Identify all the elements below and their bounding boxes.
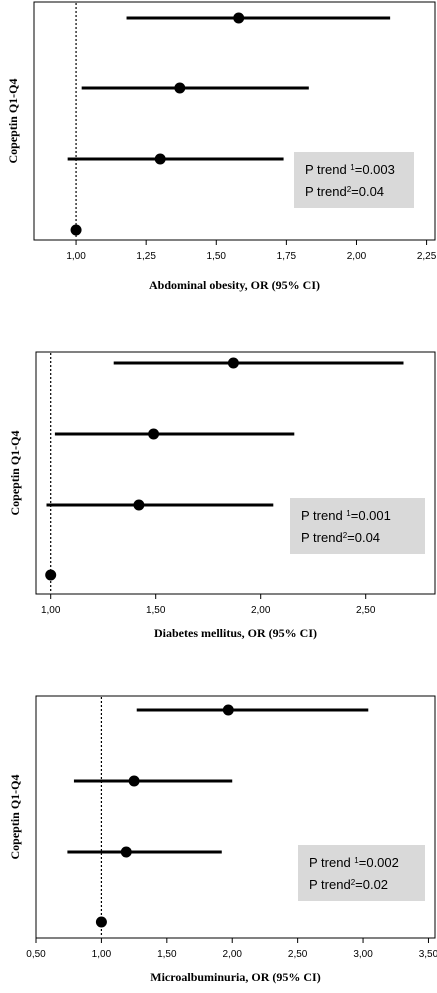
x-tick-label: 1,50 <box>207 251 227 262</box>
p-trend-2-value: =0.04 <box>347 530 380 545</box>
panel-diabetes-mellitus: 1,00 1,50 2,00 2,50 P trend 1=0.001 P trend… <box>8 352 435 640</box>
p-trend-2-prefix: P trend <box>305 184 347 199</box>
x-tick-label: 2,00 <box>251 605 271 616</box>
p-trend-box: P trend 1=0.001 P trend2=0.04 <box>290 498 425 554</box>
y-axis-label: Copeptin Q1-Q4 <box>8 430 22 515</box>
p-trend-1-prefix: P trend <box>301 508 346 523</box>
p-trend-2-value: =0.02 <box>355 877 388 892</box>
chart-marks: 1,00 1,50 2,00 2,50 <box>41 353 404 616</box>
p-trend-2-prefix: P trend <box>301 530 343 545</box>
panel-microalbuminuria: 0,50 1,00 1,50 2,00 2,50 3,00 3,50 P trend 1=0… <box>8 696 437 984</box>
odds-ratio-point <box>174 83 185 94</box>
y-axis-label: Copeptin Q1-Q4 <box>6 78 20 163</box>
p-trend-1-value: =0.002 <box>359 855 399 870</box>
x-axis-label: Microalbuminuria, OR (95% CI) <box>150 970 320 984</box>
odds-ratio-point <box>71 225 82 236</box>
x-tick-label: 1,50 <box>146 605 166 616</box>
p-trend-box-bg <box>298 845 425 901</box>
p-trend-1-value: =0.001 <box>351 508 391 523</box>
panel-abdominal-obesity: 1,00 1,25 1,50 1,75 2,00 2,25 P trend 1=0.003… <box>6 2 437 292</box>
p-trend-box-bg <box>294 152 414 208</box>
p-trend-box: P trend 1=0.003 P trend2=0.04 <box>294 152 414 208</box>
x-axis-label: Abdominal obesity, OR (95% CI) <box>149 278 320 292</box>
x-tick-label: 2,50 <box>288 949 308 960</box>
x-tick-label: 1,25 <box>136 251 156 262</box>
p-trend-2: P trend2=0.04 <box>305 184 384 199</box>
odds-ratio-point <box>96 917 107 928</box>
p-trend-2: P trend2=0.04 <box>301 530 380 545</box>
p-trend-box: P trend 1=0.002 P trend2=0.02 <box>298 845 425 901</box>
chart-marks: 0,50 1,00 1,50 2,00 2,50 3,00 3,50 <box>26 697 437 960</box>
x-tick-label: 2,25 <box>417 251 437 262</box>
p-trend-1-value: =0.003 <box>355 162 395 177</box>
chart-marks: 1,00 1,25 1,50 1,75 2,00 2,25 <box>66 3 436 262</box>
odds-ratio-point <box>45 570 56 581</box>
p-trend-2-prefix: P trend <box>309 877 351 892</box>
x-tick-label: 1,00 <box>66 251 86 262</box>
x-tick-label: 1,75 <box>277 251 297 262</box>
x-tick-label: 3,50 <box>419 949 437 960</box>
x-tick-label: 2,00 <box>347 251 367 262</box>
odds-ratio-point <box>228 358 239 369</box>
odds-ratio-point <box>133 500 144 511</box>
plot-frame <box>36 352 435 594</box>
p-trend-box-bg <box>290 498 425 554</box>
x-tick-label: 1,00 <box>41 605 61 616</box>
odds-ratio-point <box>148 429 159 440</box>
x-tick-label: 1,00 <box>92 949 112 960</box>
x-tick-label: 3,00 <box>353 949 373 960</box>
odds-ratio-point <box>155 154 166 165</box>
odds-ratio-point <box>223 705 234 716</box>
p-trend-2-value: =0.04 <box>351 184 384 199</box>
x-tick-label: 2,00 <box>222 949 242 960</box>
x-tick-label: 1,50 <box>157 949 177 960</box>
p-trend-1-prefix: P trend <box>309 855 354 870</box>
x-tick-label: 2,50 <box>356 605 376 616</box>
odds-ratio-point <box>129 776 140 787</box>
p-trend-1-prefix: P trend <box>305 162 350 177</box>
x-tick-label: 0,50 <box>26 949 46 960</box>
y-axis-label: Copeptin Q1-Q4 <box>8 774 22 859</box>
p-trend-1: P trend 1=0.003 <box>305 162 395 177</box>
p-trend-1: P trend 1=0.002 <box>309 855 399 870</box>
p-trend-2: P trend2=0.02 <box>309 877 388 892</box>
x-axis-label: Diabetes mellitus, OR (95% CI) <box>154 626 317 640</box>
odds-ratio-point <box>121 847 132 858</box>
plot-frame <box>36 696 435 938</box>
p-trend-1: P trend 1=0.001 <box>301 508 391 523</box>
odds-ratio-point <box>233 13 244 24</box>
